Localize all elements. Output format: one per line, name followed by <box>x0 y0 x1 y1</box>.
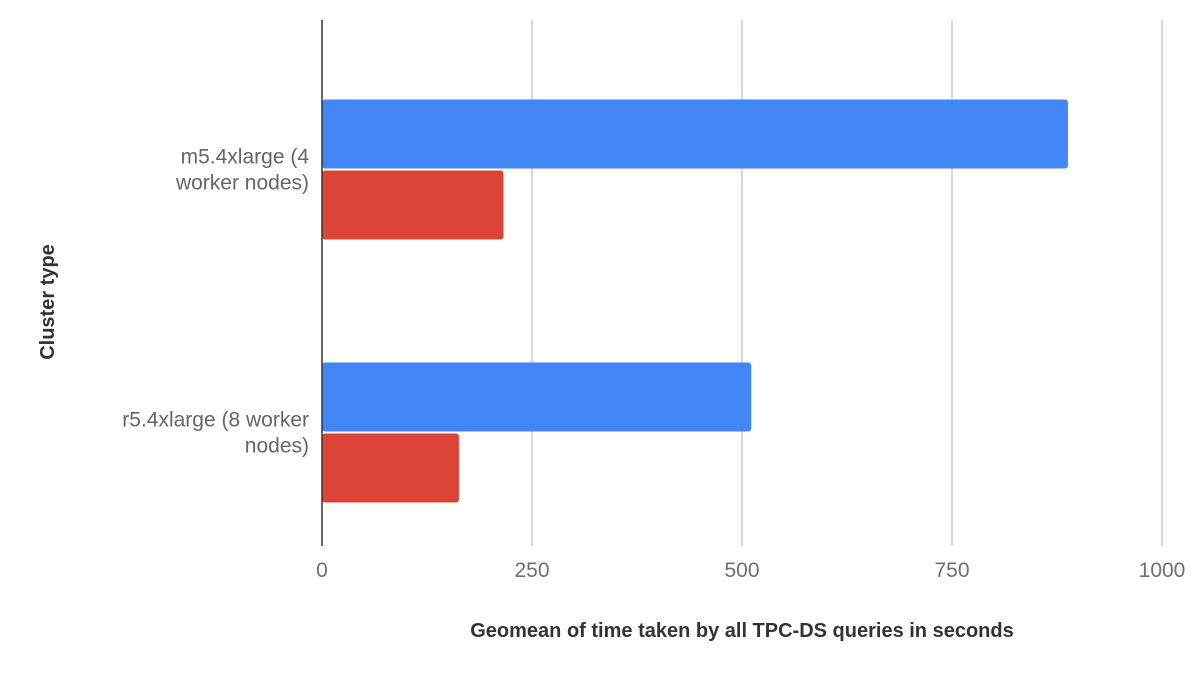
category-label: m5.4xlarge (4 <box>181 146 310 169</box>
x-tick-labels: 0 250 500 750 1000 <box>316 559 1185 582</box>
y-axis-title: Cluster type <box>37 244 59 360</box>
category-labels: m5.4xlarge (4 worker nodes) r5.4xlarge (8 … <box>122 146 309 458</box>
x-tick-label: 1000 <box>1139 559 1186 582</box>
x-tick-label: 0 <box>316 559 328 582</box>
x-tick-label: 250 <box>514 559 549 582</box>
category-label: nodes) <box>245 435 309 458</box>
x-axis-title: Geomean of time taken by all TPC-DS quer… <box>470 620 1013 642</box>
category-label: r5.4xlarge (8 worker <box>122 409 309 432</box>
gridlines <box>531 20 1163 546</box>
bar-series-1-cat-2 <box>322 362 752 432</box>
x-tick-label: 750 <box>934 559 969 582</box>
x-tick-label: 500 <box>724 559 759 582</box>
bar-series-2-cat-1 <box>322 170 504 240</box>
category-label: worker nodes) <box>175 172 309 195</box>
bar-series-2-cat-2 <box>322 433 459 503</box>
bar-series-1-cat-1 <box>322 99 1068 169</box>
bars <box>322 99 1068 503</box>
